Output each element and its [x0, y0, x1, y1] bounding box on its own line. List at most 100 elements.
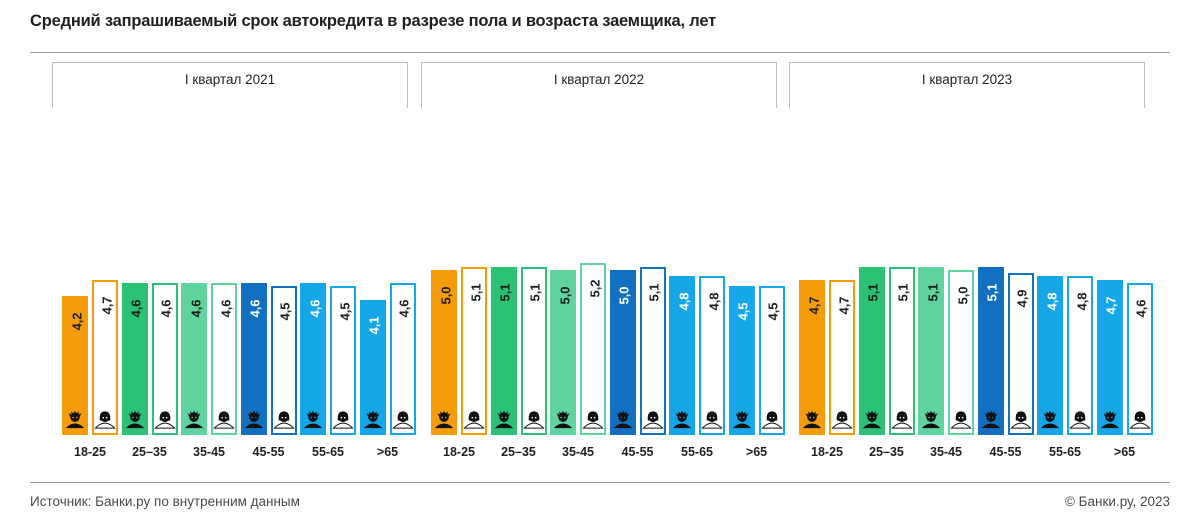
- male-person-icon: [1039, 409, 1061, 429]
- bar-value-label: 5,0: [557, 286, 573, 305]
- female-person-icon: [950, 409, 972, 429]
- source-note: Источник: Банки.ру по внутренним данным: [30, 494, 300, 509]
- bar-value-label: 5,1: [984, 283, 1000, 302]
- bar-male-2535-g3: 5,1: [858, 267, 885, 435]
- female-person-icon: [641, 409, 664, 429]
- bar-value-label: 4,6: [188, 299, 204, 318]
- male-person-icon: [552, 409, 574, 429]
- male-person-icon: [801, 409, 823, 429]
- bar-value-label: 5,1: [865, 283, 881, 302]
- bar-female-4555-g1: 4,5: [270, 286, 297, 435]
- period-header-2: I квартал 2022: [421, 62, 777, 108]
- female-person-icon: [94, 409, 116, 429]
- x-tick-label: 18-25: [443, 445, 475, 459]
- bar-value-label: 5,0: [955, 286, 971, 305]
- bar-value-label: 5,0: [438, 286, 454, 305]
- bar-female-4555-g3: 4,9: [1007, 273, 1034, 435]
- bar-female-1825-g2: 5,1: [461, 267, 487, 435]
- x-tick-label: 25–35: [501, 445, 536, 459]
- bar-value-label: 4,8: [706, 292, 722, 311]
- female-person-icon: [463, 409, 485, 429]
- female-person-icon: [1128, 409, 1151, 429]
- bar-male-3545-g3: 5,1: [918, 267, 944, 435]
- x-tick-label: >65: [745, 445, 768, 459]
- male-person-icon: [612, 409, 634, 429]
- bar-female-5565-g3: 4,8: [1067, 276, 1093, 435]
- bar-female-2535-g3: 5,1: [888, 267, 915, 435]
- bar-male-1825-g3: 4,7: [799, 280, 825, 435]
- x-tick-label: 45-55: [989, 445, 1022, 459]
- bar-female-5565-g2: 4,8: [699, 276, 725, 435]
- chart-plot-area: 4,2 4,7 4,6 4,6 4,6 4,6 4,6 4,5 4,6 4,5 4,1 4,6 5,0 5…: [0, 110, 1200, 440]
- bar-female-2535-g2: 5,1: [520, 267, 547, 435]
- bar-male-1825-g1: 4,2: [62, 296, 88, 435]
- bar-female-1825-g1: 4,7: [92, 280, 118, 435]
- bar-male-4555-g3: 5,1: [977, 267, 1004, 435]
- bar-value-label: 4,6: [307, 299, 323, 318]
- bar-male-1825-g2: 5,0: [431, 270, 457, 435]
- bar-value-label: 5,1: [468, 283, 484, 302]
- bar-value-label: 5,1: [895, 283, 911, 302]
- female-person-icon: [831, 409, 853, 429]
- male-person-icon: [183, 409, 205, 429]
- x-tick-label: 18-25: [811, 445, 843, 459]
- female-person-icon: [890, 409, 913, 429]
- male-person-icon: [861, 409, 883, 429]
- female-person-icon: [272, 409, 295, 429]
- bar-value-label: 4,5: [277, 302, 293, 321]
- male-person-icon: [1099, 409, 1121, 429]
- x-tick-label: 35-45: [562, 445, 594, 459]
- bar-male-65-g1: 4,1: [359, 300, 386, 435]
- page-title: Средний запрашиваемый срок автокредита в…: [30, 12, 716, 30]
- female-person-icon: [760, 409, 783, 429]
- male-person-icon: [124, 409, 146, 429]
- bar-value-label: 4,1: [366, 316, 382, 335]
- bar-value-label: 4,9: [1014, 289, 1030, 308]
- bar-male-5565-g1: 4,6: [300, 283, 326, 435]
- x-tick-label: 55-65: [1049, 445, 1081, 459]
- x-tick-label: 35-45: [930, 445, 962, 459]
- bar-value-label: 4,6: [218, 299, 234, 318]
- bar-value-label: 4,5: [765, 302, 781, 321]
- x-tick-label: 55-65: [681, 445, 713, 459]
- x-tick-label: 45-55: [621, 445, 654, 459]
- bar-female-5565-g1: 4,5: [330, 286, 356, 435]
- x-tick-label: 18-25: [74, 445, 106, 459]
- bar-value-label: 4,7: [836, 296, 852, 315]
- bar-value-label: 5,1: [646, 283, 662, 302]
- period-headers: I квартал 2021 I квартал 2022 I квартал 20…: [0, 62, 1200, 110]
- x-tick-label: 55-65: [312, 445, 344, 459]
- bar-male-4555-g2: 5,0: [609, 270, 636, 435]
- bar-value-label: 4,8: [676, 292, 692, 311]
- male-person-icon: [433, 409, 455, 429]
- male-person-icon: [64, 409, 86, 429]
- female-person-icon: [391, 409, 414, 429]
- bar-male-2535-g1: 4,6: [121, 283, 148, 435]
- period-label: I квартал 2023: [921, 72, 1013, 87]
- male-person-icon: [920, 409, 942, 429]
- footer-divider: [30, 482, 1170, 483]
- male-person-icon: [731, 409, 753, 429]
- bar-value-label: 4,8: [1074, 292, 1090, 311]
- bar-female-65-g3: 4,6: [1126, 283, 1153, 435]
- female-person-icon: [1009, 409, 1032, 429]
- male-person-icon: [243, 409, 265, 429]
- x-axis-labels: 18-25 25–35 35-45 45-55 55-65 >65 18-25 25–35 35…: [0, 445, 1200, 467]
- female-person-icon: [1069, 409, 1091, 429]
- bar-female-65-g2: 4,5: [758, 286, 785, 435]
- female-person-icon: [701, 409, 723, 429]
- bar-male-3545-g1: 4,6: [181, 283, 207, 435]
- bar-value-label: 4,7: [99, 296, 115, 315]
- bar-male-2535-g2: 5,1: [490, 267, 517, 435]
- bar-value-label: 4,6: [396, 299, 412, 318]
- period-header-1: I квартал 2021: [52, 62, 408, 108]
- bar-male-5565-g3: 4,8: [1037, 276, 1063, 435]
- bar-value-label: 5,2: [587, 279, 603, 298]
- bar-value-label: 4,6: [1133, 299, 1149, 318]
- bar-value-label: 4,6: [158, 299, 174, 318]
- bar-value-label: 4,2: [69, 312, 85, 331]
- female-person-icon: [213, 409, 235, 429]
- bar-male-5565-g2: 4,8: [669, 276, 695, 435]
- bar-value-label: 4,6: [128, 299, 144, 318]
- bar-male-3545-g2: 5,0: [550, 270, 576, 435]
